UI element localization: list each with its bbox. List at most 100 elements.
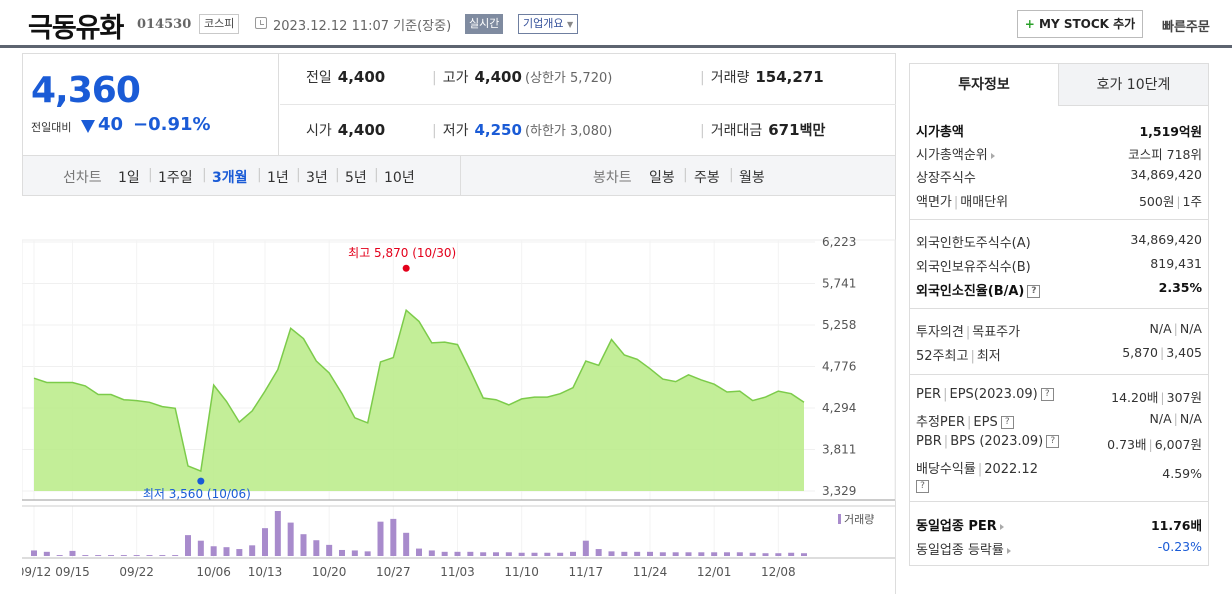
market-cap-row: 시가총액 1,519억원 [916,119,1202,141]
x-tick-label: 12/08 [761,565,796,579]
volume-bar [403,532,410,556]
bps-value: 6,007원 [1154,437,1202,452]
volume-value: 154,271 [755,68,824,86]
x-tick-label: 11/03 [440,565,475,579]
par-unit-row: 액면가 | 매매단위 500원 | 1주 [916,194,1202,210]
tab-period-3m[interactable]: 3개월 [212,170,248,186]
tab-candle-monthly[interactable]: 월봉 [739,170,765,186]
volume-bar [249,545,256,556]
help-icon[interactable]: ? [1027,285,1041,298]
volume-bar [326,544,333,556]
market-cap-rank-label: 시가총액순위 [916,148,988,163]
high-price: | 고가 4,400 (상한가 5,720) [432,68,613,86]
volume-bar [634,551,641,556]
chevron-right-icon [990,152,995,159]
volume-legend: 거래량 [844,513,874,526]
price-chart-svg: 6,223 5,741 5,258 4,776 4,294 3,811 3,329 최고 5,… [22,235,896,579]
volume-bar [749,552,756,556]
quick-order-link[interactable]: 빠른주문 [1162,20,1210,35]
stock-header: 극동유화 014530 코스피 2023.12.12 11:07 기준(장중) … [0,0,1232,48]
trade-value-value: 671 [768,121,800,139]
realtime-button[interactable]: 실시간 [465,14,504,34]
volume-bar [428,550,435,556]
volume-bar [274,511,281,556]
market-badge: 코스피 [199,14,240,34]
week52-low-value: 3,405 [1166,345,1202,360]
open-label: 시가 [306,123,332,139]
tab-candle-weekly[interactable]: 주봉 [694,170,720,186]
tab-investment-info[interactable]: 투자정보 [910,64,1059,106]
volume-bar [43,551,50,556]
volume-bar [518,552,525,556]
y-tick-label: 3,811 [822,443,856,457]
sector-per-value: 11.76배 [1150,518,1202,533]
tab-period-1y[interactable]: 1년 [267,170,289,186]
sector-change-row[interactable]: 동일업종 등락률 -0.23% [916,537,1202,559]
volume-bar [313,540,320,556]
foreign-limit-value: 34,869,420 [1130,232,1202,247]
sector-per-row[interactable]: 동일업종 PER 11.76배 [916,513,1202,535]
help-icon[interactable]: ? [1040,388,1054,401]
volume-bar [659,552,666,556]
week52-high-value: 5,870 [1122,345,1158,360]
low-label: 저가 [442,123,469,139]
investment-info-panel: 투자정보 호가 10단계 시가총액 1,519억원 시가총액순위 코스피 718… [909,63,1209,566]
low-value: 4,250 [474,121,522,139]
tab-period-3y[interactable]: 3년 [306,170,328,186]
tabs-divider [460,156,461,195]
trade-unit-label: 매매단위 [960,195,1009,210]
volume-bar [698,552,705,556]
volume-legend-swatch [838,514,841,524]
est-per-label: 추정PER [916,415,966,430]
quote-datetime: 2023.12.12 11:07 기준(장중) [273,19,452,34]
pbr-label: PBR [916,434,942,449]
foreign-hold-row: 외국인보유주식수(B) 819,431 [916,254,1202,276]
tab-period-10y[interactable]: 10년 [384,170,415,186]
volume-bar [454,551,461,556]
prev-close-label: 전일 [306,70,332,86]
candle-chart-label: 봉차트 [593,170,632,186]
target-label: 목표주가 [972,325,1021,340]
company-overview-label: 기업개요 [523,17,564,30]
row-divider [280,104,896,105]
week52-high-label: 52주최고 [916,349,969,364]
chevron-right-icon [1006,547,1011,554]
plus-icon: + [1024,17,1035,31]
line-chart-label: 선차트 [63,170,102,186]
market-cap-rank-row[interactable]: 시가총액순위 코스피 718위 [916,142,1202,164]
help-icon[interactable]: ? [916,480,929,493]
volume-bar [788,552,795,556]
x-tick-label: 10/13 [248,565,283,579]
market-cap-value: 1,519억원 [1139,124,1202,139]
high-label: 고가 [442,70,469,86]
opinion-value: N/A [1149,321,1172,336]
volume-bar [108,555,114,556]
x-tick-label: 09/22 [119,565,154,579]
help-icon[interactable]: ? [1000,416,1014,429]
foreign-limit-row: 외국인한도주식수(A) 34,869,420 [916,230,1202,252]
pbr-bps-row: PBR | BPS (2023.09)? 0.73배 | 6,007원 [916,434,1202,452]
volume-bar [120,555,127,556]
tab-candle-daily[interactable]: 일봉 [649,170,675,186]
down-arrow-icon [81,120,95,133]
volume-bar [724,552,730,556]
volume-bar [185,535,191,556]
price-chart[interactable]: 6,223 5,741 5,258 4,776 4,294 3,811 3,329 최고 5,… [22,196,896,594]
volume-bar [736,552,743,556]
volume-bar [762,553,769,556]
sector-per-label: 동일업종 PER [916,519,997,534]
add-my-stock-button[interactable]: + MY STOCK 추가 [1017,10,1143,38]
current-price: 4,360 [31,70,141,111]
per-label: PER [916,387,942,402]
help-icon[interactable]: ? [1046,435,1060,448]
tab-period-1w[interactable]: 1주일 [158,170,193,186]
x-tick-label: 12/01 [697,565,732,579]
current-price-box: 4,360 전일대비 40 −0.91% [23,54,279,155]
tab-period-1d[interactable]: 1일 [118,170,140,186]
shares-label: 상장주식수 [916,171,976,186]
tab-orderbook[interactable]: 호가 10단계 [1059,64,1208,106]
per-value: 14.20배 [1111,390,1159,405]
company-overview-dropdown[interactable]: 기업개요 ▼ [518,14,579,34]
tab-period-5y[interactable]: 5년 [345,170,367,186]
x-tick-label: 10/06 [196,565,231,579]
